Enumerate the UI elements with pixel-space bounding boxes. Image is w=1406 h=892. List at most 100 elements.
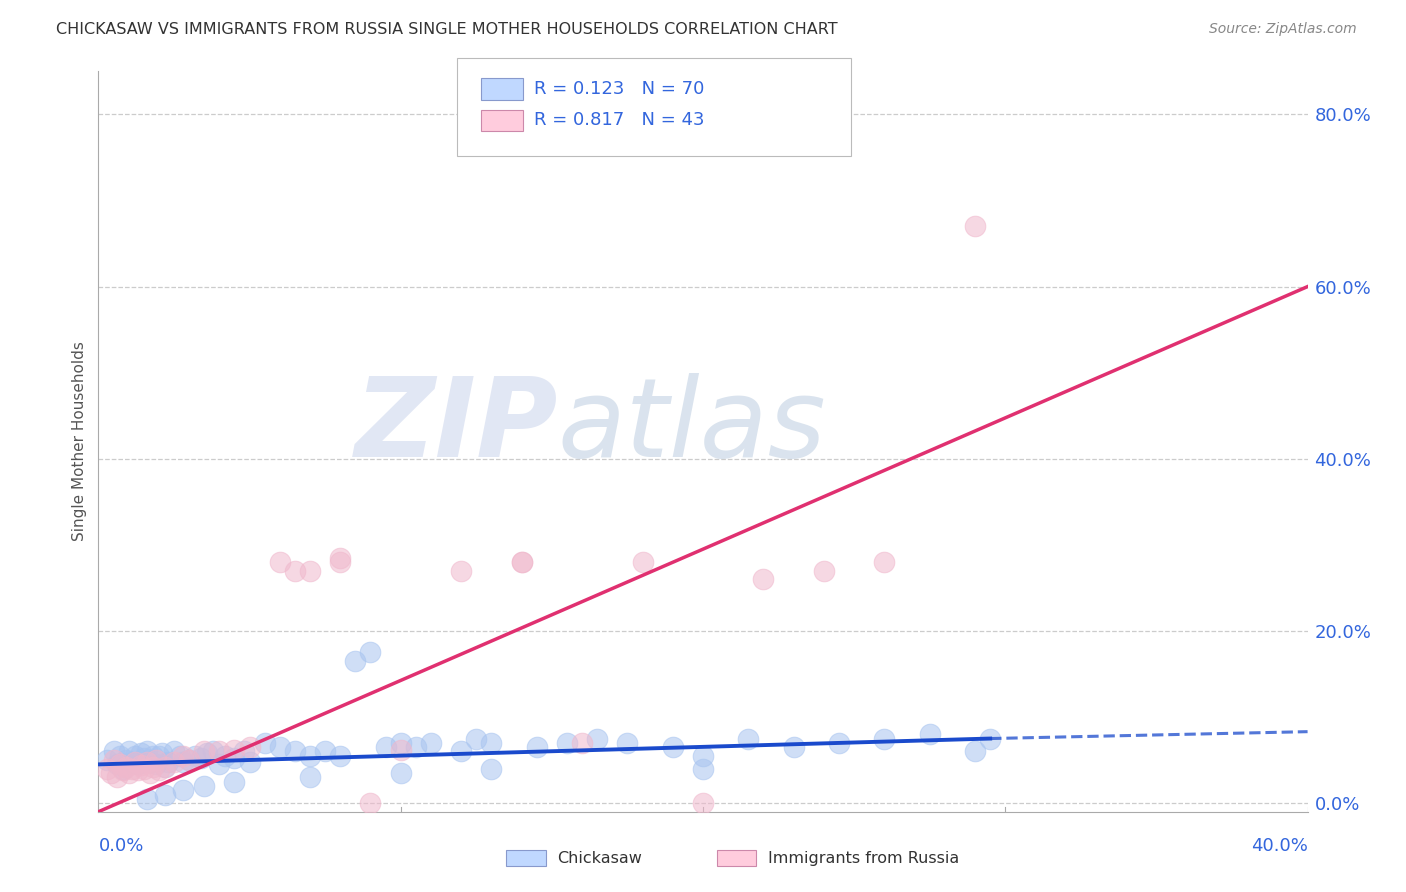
Point [108, 748, 131, 763]
Point [571, 736, 593, 750]
Point [156, 755, 179, 769]
Point [299, 770, 322, 784]
Point [214, 748, 236, 763]
Point [692, 796, 714, 810]
Point [481, 762, 503, 776]
Point [389, 743, 412, 757]
Point [813, 564, 835, 578]
Point [163, 755, 186, 769]
Point [208, 744, 231, 758]
Point [105, 770, 128, 784]
Text: 0.0%: 0.0% [98, 837, 143, 855]
Point [224, 751, 246, 765]
Point [121, 755, 143, 769]
Point [193, 744, 215, 758]
Point [405, 740, 427, 755]
Point [179, 753, 201, 767]
Point [873, 731, 896, 746]
Point [184, 748, 207, 763]
Point [284, 564, 307, 578]
Point [139, 755, 162, 769]
Point [132, 762, 155, 776]
Point [208, 757, 231, 772]
Point [121, 762, 143, 776]
Point [153, 788, 176, 802]
Text: ZIP: ZIP [354, 373, 558, 480]
Point [450, 744, 472, 758]
Point [96, 753, 118, 767]
Point [329, 555, 352, 569]
Point [172, 748, 194, 763]
Point [465, 731, 488, 746]
Point [114, 753, 136, 767]
Point [299, 564, 322, 578]
Point [737, 731, 759, 746]
Point [103, 744, 125, 758]
Point [269, 740, 291, 755]
Point [127, 757, 149, 772]
Point [329, 748, 352, 763]
Point [129, 758, 152, 772]
Point [103, 753, 125, 767]
Point [828, 736, 851, 750]
Point [239, 755, 262, 769]
Y-axis label: Single Mother Households: Single Mother Households [72, 342, 87, 541]
Point [269, 555, 291, 569]
Point [526, 740, 548, 755]
Point [329, 550, 352, 565]
Text: atlas: atlas [558, 373, 827, 480]
Point [145, 753, 167, 767]
Point [114, 760, 136, 774]
Point [190, 751, 212, 765]
Point [193, 779, 215, 793]
Text: R = 0.817   N = 43: R = 0.817 N = 43 [534, 112, 704, 129]
Point [586, 731, 609, 746]
Point [510, 555, 533, 569]
Point [661, 740, 683, 755]
Point [153, 760, 176, 774]
Point [124, 748, 146, 763]
Point [752, 572, 775, 586]
Point [148, 748, 170, 763]
Point [127, 764, 149, 778]
Point [374, 740, 396, 755]
Point [163, 744, 186, 758]
Point [96, 762, 118, 776]
Point [239, 740, 262, 755]
Point [129, 746, 152, 760]
Point [100, 766, 122, 780]
Point [360, 645, 382, 659]
Point [232, 744, 254, 758]
Text: Chickasaw: Chickasaw [557, 851, 641, 865]
Point [224, 774, 246, 789]
Point [284, 744, 307, 758]
Point [150, 746, 173, 760]
Point [631, 555, 654, 569]
Point [142, 760, 165, 774]
Point [979, 731, 1001, 746]
Point [118, 744, 141, 758]
Text: 40.0%: 40.0% [1251, 837, 1308, 855]
Point [344, 654, 367, 668]
Text: CHICKASAW VS IMMIGRANTS FROM RUSSIA SINGLE MOTHER HOUSEHOLDS CORRELATION CHART: CHICKASAW VS IMMIGRANTS FROM RUSSIA SING… [56, 22, 838, 37]
Point [111, 762, 134, 776]
Point [420, 736, 443, 750]
Point [135, 744, 157, 758]
Point [105, 757, 128, 772]
Point [299, 748, 322, 763]
Point [510, 555, 533, 569]
Point [253, 736, 276, 750]
Point [153, 760, 176, 774]
Point [169, 748, 191, 763]
Point [783, 740, 806, 755]
Point [918, 727, 941, 741]
Point [389, 766, 412, 780]
Point [124, 755, 146, 769]
Point [142, 748, 165, 763]
Text: Immigrants from Russia: Immigrants from Russia [768, 851, 959, 865]
Point [360, 796, 382, 810]
Point [481, 736, 503, 750]
Point [692, 748, 714, 763]
Point [135, 792, 157, 806]
Point [118, 766, 141, 780]
